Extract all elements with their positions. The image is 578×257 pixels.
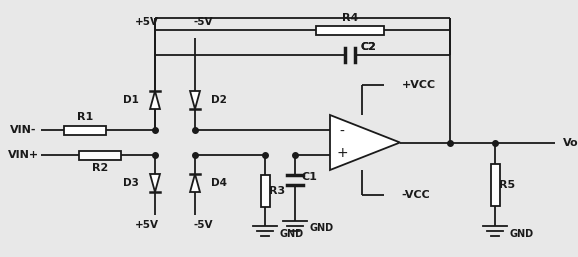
Text: -5V: -5V bbox=[193, 17, 213, 27]
Text: R4: R4 bbox=[342, 13, 358, 23]
Text: D1: D1 bbox=[123, 95, 139, 105]
Text: C1: C1 bbox=[301, 172, 317, 182]
FancyBboxPatch shape bbox=[261, 175, 269, 207]
Polygon shape bbox=[330, 115, 400, 170]
FancyBboxPatch shape bbox=[316, 25, 384, 34]
Text: R2: R2 bbox=[92, 163, 108, 173]
Text: +: + bbox=[336, 146, 348, 160]
Text: D4: D4 bbox=[211, 178, 227, 188]
Text: Vout: Vout bbox=[563, 137, 578, 148]
Text: VIN+: VIN+ bbox=[8, 150, 39, 160]
Text: C2: C2 bbox=[360, 42, 376, 52]
Text: -: - bbox=[339, 125, 344, 139]
Text: D2: D2 bbox=[211, 95, 227, 105]
Text: -VCC: -VCC bbox=[402, 190, 430, 200]
FancyBboxPatch shape bbox=[79, 151, 121, 160]
Text: R3: R3 bbox=[269, 186, 285, 196]
Text: GND: GND bbox=[509, 229, 533, 239]
Text: GND: GND bbox=[309, 223, 333, 233]
FancyBboxPatch shape bbox=[491, 164, 499, 206]
Polygon shape bbox=[190, 174, 200, 192]
Polygon shape bbox=[150, 91, 160, 109]
Text: D3: D3 bbox=[123, 178, 139, 188]
Text: +5V: +5V bbox=[135, 17, 159, 27]
Text: GND: GND bbox=[279, 229, 303, 239]
Text: -5V: -5V bbox=[193, 220, 213, 230]
FancyBboxPatch shape bbox=[64, 125, 106, 134]
Polygon shape bbox=[150, 174, 160, 192]
Text: R1: R1 bbox=[77, 112, 93, 122]
Text: C2: C2 bbox=[360, 42, 376, 52]
Text: VIN-: VIN- bbox=[10, 125, 36, 135]
Polygon shape bbox=[190, 91, 200, 109]
Text: +5V: +5V bbox=[135, 220, 159, 230]
Text: R5: R5 bbox=[499, 180, 515, 190]
Text: +VCC: +VCC bbox=[402, 80, 436, 90]
